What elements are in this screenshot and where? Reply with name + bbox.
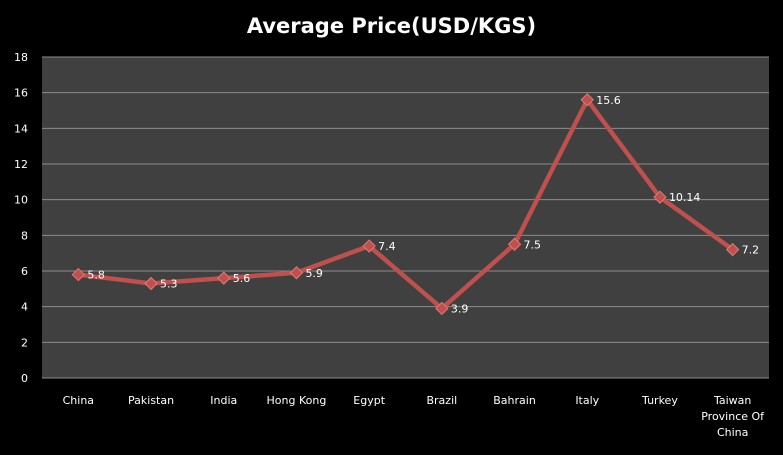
- y-tick-label: 8: [21, 229, 28, 242]
- x-tick-label: China: [63, 394, 94, 407]
- data-point-marker: [435, 301, 449, 316]
- data-point-marker: [362, 239, 376, 253]
- data-label: 7.4: [378, 240, 396, 253]
- data-point-marker: [507, 237, 522, 251]
- x-axis: China Pakistan India Hong Kong Egypt Brazil Ba…: [63, 394, 766, 439]
- data-point-marker: [144, 276, 158, 291]
- data-point-marker: [580, 93, 594, 107]
- x-tick-label: Italy: [575, 394, 599, 407]
- data-label: 3.9: [451, 302, 469, 315]
- data-labels: 5.8 5.3 5.6 5.9 7.4 3.9 7.5 15.6 10.14 7.2: [87, 94, 759, 316]
- y-tick-label: 6: [21, 265, 28, 278]
- x-tick-label: Pakistan: [128, 394, 174, 407]
- series-layer: [71, 93, 740, 316]
- data-label: 5.6: [233, 272, 251, 285]
- data-label: 10.14: [669, 191, 701, 204]
- x-tick-label: India: [210, 394, 237, 407]
- data-point-marker: [725, 242, 740, 257]
- y-tick-label: 0: [21, 372, 28, 385]
- data-label: 5.3: [160, 277, 178, 290]
- y-tick-label: 18: [14, 51, 28, 64]
- data-label: 5.9: [305, 267, 323, 280]
- x-tick-label: Brazil: [426, 394, 457, 407]
- y-tick-label: 16: [14, 87, 28, 100]
- y-tick-label: 2: [21, 336, 28, 349]
- y-tick-label: 12: [14, 158, 28, 171]
- y-axis: 0 2 4 6 8 10 12 14 16 18: [14, 51, 28, 385]
- y-tick-label: 14: [14, 122, 28, 135]
- y-tick-label: 10: [14, 194, 28, 207]
- data-point-marker: [217, 271, 231, 285]
- data-point-marker: [289, 266, 304, 280]
- plot-area: [42, 57, 769, 378]
- y-tick-label: 4: [21, 301, 28, 314]
- data-label: 7.2: [742, 244, 760, 257]
- x-tick-label: Turkey: [641, 394, 678, 407]
- data-label: 5.8: [87, 269, 105, 282]
- data-label: 7.5: [524, 238, 542, 251]
- x-tick-label: Bahrain: [493, 394, 536, 407]
- chart-title: Average Price(USD/KGS): [246, 14, 537, 38]
- data-label: 15.6: [596, 94, 621, 107]
- x-tick-label: Taiwan Province Of China: [701, 394, 765, 439]
- series-line: [76, 97, 735, 311]
- data-point-marker: [71, 267, 86, 282]
- x-tick-label: Egypt: [353, 394, 385, 407]
- x-tick-label: Hong Kong: [267, 394, 327, 407]
- data-point-marker: [653, 190, 667, 204]
- gridlines: [42, 56, 769, 379]
